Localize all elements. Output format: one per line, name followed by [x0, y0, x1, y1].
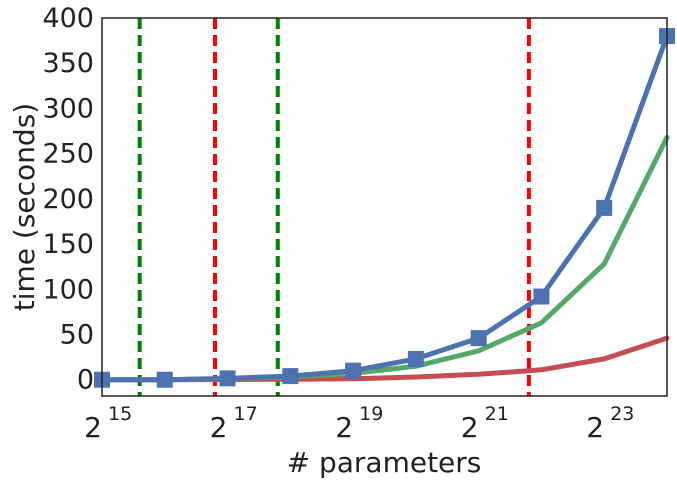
series-1-point — [533, 288, 550, 305]
svg-text:15: 15 — [108, 403, 132, 425]
series-1-point — [596, 199, 613, 216]
series-1-point — [407, 350, 424, 367]
svg-text:2: 2 — [586, 411, 604, 444]
svg-text:2: 2 — [335, 411, 353, 444]
svg-text:23: 23 — [610, 403, 634, 425]
svg-text:2: 2 — [210, 411, 228, 444]
x-tick-label: 2 21 — [461, 403, 509, 444]
series-lines — [94, 28, 675, 388]
y-tick-label: 250 — [42, 139, 94, 170]
y-tick-label: 150 — [42, 229, 94, 260]
svg-text:21: 21 — [485, 403, 509, 425]
series-1-point — [470, 330, 487, 347]
series-1-point — [219, 370, 236, 387]
y-tick-label: 100 — [42, 274, 94, 305]
x-tick-labels: 2 15 2 17 2 19 2 21 2 23 — [84, 403, 634, 444]
y-tick-label: 400 — [42, 3, 94, 34]
series-2-line — [99, 134, 670, 383]
svg-text:19: 19 — [359, 403, 383, 425]
series-1-point — [156, 371, 173, 388]
y-tick-label: 200 — [42, 184, 94, 215]
x-tick-label: 2 23 — [586, 403, 634, 444]
x-tick-label: 2 15 — [84, 403, 132, 444]
svg-text:2: 2 — [461, 411, 479, 444]
series-3-line — [99, 335, 670, 383]
svg-text:17: 17 — [234, 403, 258, 425]
vertical-reference-lines — [137, 18, 531, 396]
svg-text:2: 2 — [84, 411, 102, 444]
x-tick-label: 2 19 — [335, 403, 383, 444]
series-1-point — [282, 368, 299, 385]
y-tick-labels: 0 50 100 150 200 250 300 350 400 — [42, 3, 94, 396]
series-1-point — [345, 362, 362, 379]
y-axis-label: time (seconds) — [8, 103, 41, 311]
y-tick-label: 300 — [42, 93, 94, 124]
y-tick-label: 0 — [77, 365, 94, 396]
y-tick-label: 350 — [42, 48, 94, 79]
x-tick-label: 2 17 — [210, 403, 258, 444]
x-axis-label: # parameters — [287, 446, 482, 479]
plot-frame — [101, 17, 668, 397]
series-1-line — [99, 33, 670, 383]
y-tick-label: 50 — [60, 320, 94, 351]
